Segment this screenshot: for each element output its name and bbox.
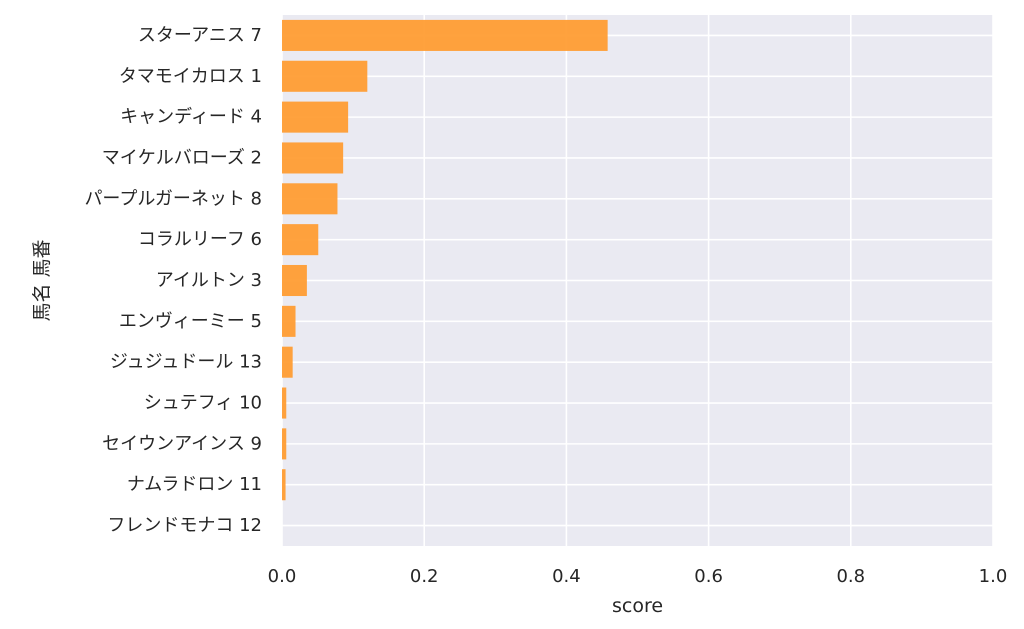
bar (282, 183, 338, 215)
y-tick-label: キャンディード 4 (120, 107, 262, 128)
bar (282, 387, 287, 419)
y-tick-label: セイウンアインス 9 (102, 433, 262, 454)
y-axis-label: 馬名 馬番 (31, 239, 53, 321)
y-tick-label: ジュジュドール 13 (110, 352, 262, 373)
bar (282, 264, 307, 297)
bar (282, 60, 368, 92)
x-axis-label: score (612, 595, 663, 617)
bar (282, 101, 349, 133)
grid-lines (281, 15, 994, 546)
x-tick-label: 0.6 (694, 566, 723, 587)
x-tick-label: 0.0 (268, 566, 297, 587)
y-tick-label: アイルトン 3 (156, 270, 262, 291)
y-tick-label: パープルガーネット 8 (84, 188, 262, 209)
y-tick-label: エンヴィーミー 5 (119, 311, 262, 332)
x-tick-labels: 0.0 0.2 0.4 0.6 0.8 1.0 (268, 566, 1008, 587)
y-tick-label: マイケルバローズ 2 (102, 147, 262, 168)
x-tick-label: 0.2 (410, 566, 439, 587)
bar (282, 469, 286, 501)
y-tick-label: コラルリーフ 6 (138, 229, 262, 250)
bar (282, 142, 344, 174)
bar (282, 305, 296, 337)
x-tick-label: 0.8 (836, 566, 865, 587)
y-tick-label: フレンドモナコ 12 (107, 515, 262, 536)
bar (282, 346, 293, 378)
bars (282, 19, 608, 501)
x-tick-label: 1.0 (979, 566, 1008, 587)
bar (282, 428, 287, 460)
y-tick-label: ナムラドロン 11 (127, 474, 262, 495)
bar (282, 19, 608, 51)
y-tick-label: スターアニス 7 (138, 25, 262, 46)
x-tick-label: 0.4 (552, 566, 581, 587)
y-tick-label: タマモイカロス 1 (119, 66, 262, 87)
y-tick-labels: スターアニス 7 タマモイカロス 1 キャンディード 4 マイケルバローズ 2 パープル… (84, 25, 262, 536)
bar (282, 224, 319, 256)
y-tick-label: シュテフィ 10 (144, 393, 262, 414)
